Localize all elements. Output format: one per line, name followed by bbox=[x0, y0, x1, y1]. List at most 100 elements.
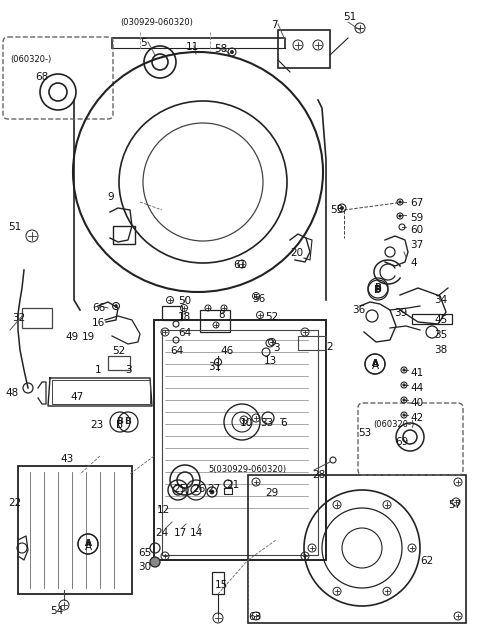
Text: 30: 30 bbox=[138, 562, 151, 572]
Text: 21: 21 bbox=[226, 480, 239, 490]
Text: 32: 32 bbox=[12, 313, 25, 323]
Circle shape bbox=[399, 215, 401, 217]
Circle shape bbox=[403, 414, 405, 416]
Text: 60: 60 bbox=[410, 225, 423, 235]
Text: 69: 69 bbox=[395, 437, 408, 447]
Circle shape bbox=[340, 206, 344, 210]
Circle shape bbox=[403, 369, 405, 371]
Text: 7: 7 bbox=[271, 20, 277, 30]
Text: 66: 66 bbox=[92, 303, 105, 313]
Text: 12: 12 bbox=[157, 505, 170, 515]
Text: 17: 17 bbox=[174, 528, 187, 538]
Text: 65: 65 bbox=[138, 548, 151, 558]
Text: 10: 10 bbox=[240, 418, 253, 428]
Text: (060320-): (060320-) bbox=[373, 420, 414, 429]
Bar bbox=[298, 336, 326, 350]
Text: 6: 6 bbox=[280, 418, 287, 428]
Bar bbox=[113, 226, 135, 244]
Text: 22: 22 bbox=[8, 498, 21, 508]
Bar bbox=[108, 356, 130, 370]
Circle shape bbox=[150, 557, 160, 567]
Text: 45: 45 bbox=[434, 315, 447, 325]
Text: 51: 51 bbox=[343, 12, 356, 22]
Text: 13: 13 bbox=[264, 356, 277, 366]
Text: 57: 57 bbox=[448, 500, 461, 510]
Bar bbox=[412, 314, 452, 324]
Text: 26: 26 bbox=[192, 484, 205, 494]
Text: 34: 34 bbox=[434, 295, 447, 305]
Bar bbox=[22, 308, 52, 328]
Text: 29: 29 bbox=[265, 488, 278, 498]
Bar bbox=[18, 466, 132, 594]
Text: 54: 54 bbox=[50, 606, 63, 616]
Text: 39: 39 bbox=[394, 308, 407, 318]
Text: 55: 55 bbox=[330, 205, 343, 215]
Circle shape bbox=[403, 384, 405, 386]
Text: 18: 18 bbox=[178, 312, 191, 322]
Text: 63: 63 bbox=[248, 612, 261, 622]
Text: 20: 20 bbox=[290, 248, 303, 258]
Circle shape bbox=[115, 305, 118, 307]
Circle shape bbox=[210, 490, 214, 494]
Text: B: B bbox=[374, 285, 382, 294]
Text: 28: 28 bbox=[312, 470, 325, 480]
Text: 19: 19 bbox=[82, 332, 95, 342]
Text: 11: 11 bbox=[186, 42, 199, 52]
Text: (060320-): (060320-) bbox=[10, 55, 51, 64]
Text: A: A bbox=[84, 542, 92, 552]
Text: 16: 16 bbox=[92, 318, 105, 328]
Circle shape bbox=[403, 399, 405, 401]
Text: 47: 47 bbox=[70, 392, 83, 402]
Text: 3: 3 bbox=[273, 343, 280, 353]
Bar bbox=[154, 320, 326, 560]
Text: 56: 56 bbox=[252, 294, 265, 304]
Bar bbox=[248, 475, 466, 623]
Text: 52: 52 bbox=[265, 312, 278, 322]
Text: 14: 14 bbox=[190, 528, 203, 538]
Text: B: B bbox=[117, 417, 123, 426]
Text: 8: 8 bbox=[218, 310, 225, 320]
Text: 9: 9 bbox=[107, 192, 114, 202]
Text: 43: 43 bbox=[60, 454, 73, 464]
Circle shape bbox=[399, 201, 401, 204]
Text: 67: 67 bbox=[410, 198, 423, 208]
Text: A: A bbox=[372, 361, 379, 371]
Text: 64: 64 bbox=[178, 328, 191, 338]
Text: 37: 37 bbox=[410, 240, 423, 250]
Text: 4: 4 bbox=[410, 258, 417, 268]
Text: 48: 48 bbox=[5, 388, 18, 398]
Text: 31: 31 bbox=[208, 362, 221, 372]
Text: 50: 50 bbox=[178, 296, 191, 306]
Text: 36: 36 bbox=[352, 305, 365, 315]
Text: 42: 42 bbox=[410, 413, 423, 423]
Text: 68: 68 bbox=[35, 72, 48, 82]
Text: 3: 3 bbox=[125, 365, 132, 375]
Bar bbox=[212, 572, 224, 594]
Text: 62: 62 bbox=[420, 556, 433, 566]
Text: A: A bbox=[84, 540, 92, 548]
Text: 5(030929-060320): 5(030929-060320) bbox=[208, 465, 286, 474]
Text: (030929-060320): (030929-060320) bbox=[120, 18, 193, 27]
Text: 27: 27 bbox=[207, 484, 220, 494]
Text: B: B bbox=[374, 285, 382, 295]
Bar bbox=[200, 310, 230, 332]
Text: A: A bbox=[84, 540, 92, 548]
Text: B: B bbox=[125, 417, 132, 426]
Text: 41: 41 bbox=[410, 368, 423, 378]
Text: 33: 33 bbox=[260, 418, 273, 428]
Text: 64: 64 bbox=[170, 346, 183, 356]
Text: 38: 38 bbox=[434, 345, 447, 355]
Text: 24: 24 bbox=[155, 528, 168, 538]
Text: 61: 61 bbox=[233, 260, 246, 270]
Text: 2: 2 bbox=[326, 342, 333, 352]
Text: 49: 49 bbox=[65, 332, 78, 342]
Text: 52: 52 bbox=[112, 346, 125, 356]
Text: B: B bbox=[117, 420, 123, 430]
Text: 44: 44 bbox=[410, 383, 423, 393]
Text: 51: 51 bbox=[8, 222, 21, 232]
Text: 25: 25 bbox=[173, 484, 186, 494]
Bar bbox=[162, 330, 318, 555]
Text: 23: 23 bbox=[90, 420, 103, 430]
Bar bbox=[278, 30, 330, 68]
Bar bbox=[52, 380, 150, 404]
